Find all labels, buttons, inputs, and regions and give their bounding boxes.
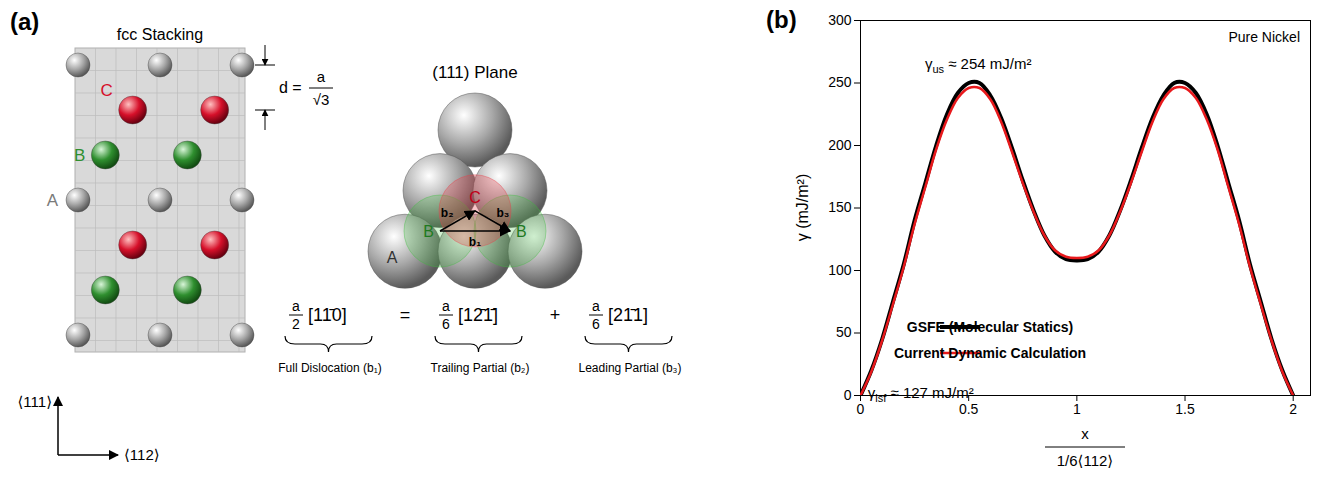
svg-text:B: B [74, 146, 85, 165]
svg-text:2: 2 [1289, 401, 1297, 417]
svg-text:√3: √3 [313, 91, 330, 108]
svg-text:GSFE (Molecular Statics): GSFE (Molecular Statics) [907, 319, 1073, 335]
svg-text:=: = [400, 305, 411, 325]
svg-text:Leading Partial (b₃): Leading Partial (b₃) [579, 361, 682, 375]
svg-text:1.5: 1.5 [1175, 401, 1195, 417]
svg-text:C: C [469, 189, 481, 206]
svg-text:+: + [550, 305, 561, 325]
svg-text:b₂: b₂ [441, 206, 454, 220]
svg-text:(a): (a) [10, 8, 39, 35]
svg-text:300: 300 [828, 12, 852, 28]
svg-text:0.5: 0.5 [959, 401, 979, 417]
svg-text:A: A [47, 191, 59, 210]
svg-text:6: 6 [442, 316, 450, 332]
svg-text:a: a [292, 298, 300, 314]
svg-text:B: B [516, 223, 527, 240]
svg-text:1/6⟨112⟩: 1/6⟨112⟩ [1057, 452, 1113, 469]
svg-text:[11̄0]: [11̄0] [308, 305, 347, 325]
svg-text:C: C [100, 81, 112, 100]
svg-text:a: a [317, 68, 326, 85]
svg-text:[21̄1]: [21̄1] [608, 305, 648, 325]
svg-text:d =: d = [279, 79, 302, 96]
svg-text:⟨111⟩: ⟨111⟩ [17, 393, 52, 410]
svg-text:150: 150 [828, 199, 852, 215]
svg-text:x: x [1081, 425, 1089, 442]
svg-text:Current Dynamic Calculation: Current Dynamic Calculation [894, 345, 1086, 361]
svg-text:B: B [423, 223, 434, 240]
svg-text:Trailing Partial (b₂): Trailing Partial (b₂) [431, 361, 530, 375]
svg-text:[12̄1̄]: [12̄1̄] [458, 305, 498, 325]
svg-text:200: 200 [828, 137, 852, 153]
svg-text:fcc Stacking: fcc Stacking [117, 26, 203, 43]
svg-text:Full Dislocation (b₁): Full Dislocation (b₁) [278, 361, 381, 375]
html-text:(b): (b) [766, 6, 797, 33]
svg-text:γ (mJ/m²): γ (mJ/m²) [794, 174, 811, 242]
svg-text:b₃: b₃ [497, 206, 510, 220]
svg-text:b₁: b₁ [469, 235, 481, 249]
svg-text:a: a [592, 298, 600, 314]
svg-text:0: 0 [857, 401, 865, 417]
svg-text:6: 6 [592, 316, 600, 332]
svg-text:γus ≈ 254 mJ/m²: γus ≈ 254 mJ/m² [925, 55, 1032, 75]
svg-text:1: 1 [1073, 401, 1081, 417]
svg-text:a: a [442, 298, 450, 314]
svg-text:γisf ≈ 127 mJ/m²: γisf ≈ 127 mJ/m² [868, 384, 974, 404]
svg-text:0: 0 [844, 387, 852, 403]
svg-text:A: A [387, 249, 398, 266]
svg-text:(111) Plane: (111) Plane [432, 63, 517, 82]
svg-text:50: 50 [836, 324, 852, 340]
svg-text:Pure Nickel: Pure Nickel [1228, 29, 1300, 45]
svg-text:⟨112⟩: ⟨112⟩ [124, 446, 160, 463]
svg-text:100: 100 [828, 262, 852, 278]
svg-text:250: 250 [828, 74, 852, 90]
svg-text:2: 2 [292, 316, 300, 332]
